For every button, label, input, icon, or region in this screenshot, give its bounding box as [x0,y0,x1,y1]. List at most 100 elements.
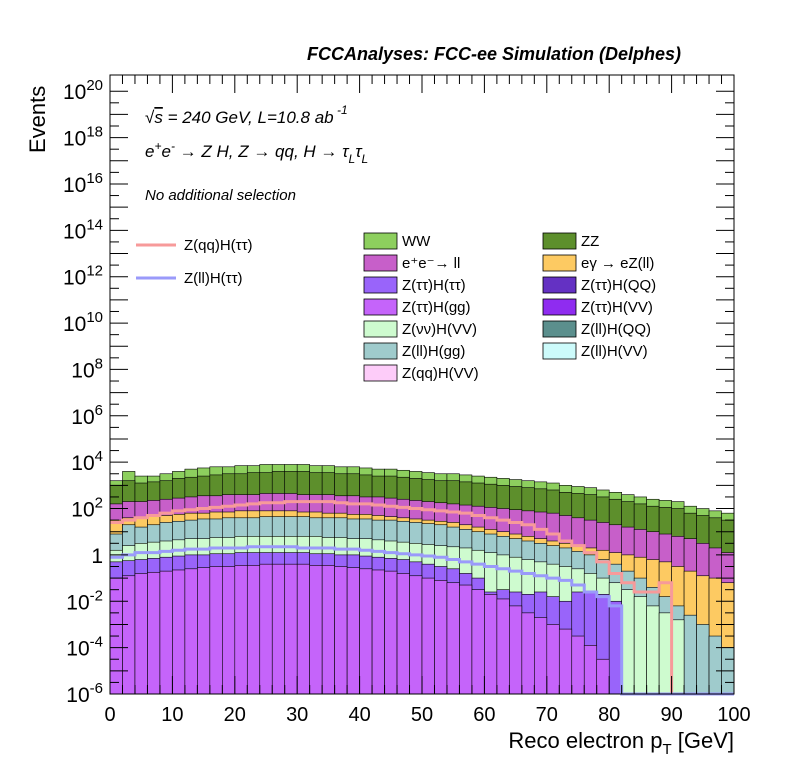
y-tick-label: 106 [71,402,103,429]
bar [122,575,136,695]
x-tick-label: 90 [660,704,682,726]
legend-label: Z(ll)H(gg) [402,343,465,360]
x-tick-label: 50 [411,704,433,726]
bar [459,584,473,695]
bar [234,565,248,695]
y-axis-label: Events [25,86,50,153]
bar [172,569,186,695]
axis-ticks: 0 10 20 30 40 50 60 70 80 90 10010-610-410-2110210… [63,75,751,726]
bar [359,568,373,695]
legend-swatch [542,298,577,316]
x-tick-label: 60 [473,704,495,726]
legend-swatch [542,320,577,338]
legend-label: Z(ττ)H(ττ) [402,277,466,294]
legend-swatch [363,254,398,272]
bar [159,570,173,695]
bar [284,563,298,695]
bar [571,635,585,695]
bar [696,624,710,695]
bar [621,589,635,695]
bar [384,570,398,695]
legend: Z(qq)H(ττ) Z(ll)H(ττ) WW e⁺e⁻→ ll Z(ττ)H(ττ)… [136,232,656,382]
bar [471,589,485,695]
bar [184,568,198,695]
legend-swatch [542,276,577,294]
legend-label: Z(ll)H(VV) [581,343,648,360]
x-tick-label: 0 [104,704,115,726]
bar [484,594,498,695]
bar [396,573,410,695]
chart-title: FCCAnalyses: FCC-ee Simulation (Delphes) [307,44,681,64]
bar [646,605,660,695]
bar [409,575,423,695]
bar [534,617,548,695]
histogram-stack [109,464,735,695]
legend-label: Z(ττ)H(QQ) [581,277,656,294]
bar [583,645,598,695]
legend-swatch [542,342,577,360]
bar [521,612,535,695]
x-tick-label: 30 [286,704,308,726]
stack-layer-7 [109,563,610,695]
bar [596,658,610,695]
bar [608,600,622,695]
bar [683,614,697,695]
x-tick-label: 20 [224,704,246,726]
legend-swatch [363,320,398,338]
legend-label: e⁺e⁻→ ll [402,255,460,272]
bar [371,569,385,695]
x-tick-label: 80 [598,704,620,726]
bar [321,565,335,695]
y-tick-label: 1 [91,545,103,568]
x-tick-label: 100 [717,704,750,726]
legend-swatch [363,232,398,250]
legend-label: Z(ττ)H(gg) [402,299,471,316]
bar [434,580,448,695]
bar [509,605,523,695]
x-tick-label: 10 [161,704,183,726]
bar [197,567,211,695]
bar [496,598,510,695]
legend-swatch [542,232,577,250]
bar [246,565,261,695]
legend-label: ZZ [581,233,599,250]
x-tick-label: 40 [348,704,370,726]
bar [134,573,148,695]
bar [658,612,672,695]
y-tick-label: 1012 [63,263,103,290]
selection-annotation: No additional selection [145,187,296,204]
bar [446,582,460,695]
signal-line-1 [110,545,734,696]
bar [546,624,560,695]
legend-swatch [363,342,398,360]
bar [708,635,722,695]
legend-label: Z(qq)H(ττ) [184,237,253,254]
bar [421,577,435,695]
bar [346,567,360,695]
x-tick-label: 70 [536,704,558,726]
legend-swatch [363,276,398,294]
y-tick-label: 10-4 [66,634,103,661]
legend-label: Z(qq)H(VV) [402,365,479,382]
legend-swatch [363,364,398,382]
bar [271,563,286,695]
legend-label: WW [402,233,431,250]
bar [558,628,573,695]
legend-label: Z(ll)H(ττ) [184,270,243,287]
bar [334,566,348,695]
bar [259,563,273,695]
legend-label: Z(ττ)H(VV) [581,299,653,316]
bar [309,565,323,695]
signal-curves [110,500,734,696]
legend-swatch [542,254,577,272]
legend-label: eγ → eZ(ll) [581,255,654,272]
legend-label: Z(νν)H(VV) [402,321,477,338]
bar [222,566,236,695]
bar [633,596,647,695]
bar [296,563,310,695]
signal-line-0 [110,500,734,696]
bar [671,619,685,695]
legend-label: Z(ll)H(QQ) [581,321,651,338]
bar [209,566,223,695]
